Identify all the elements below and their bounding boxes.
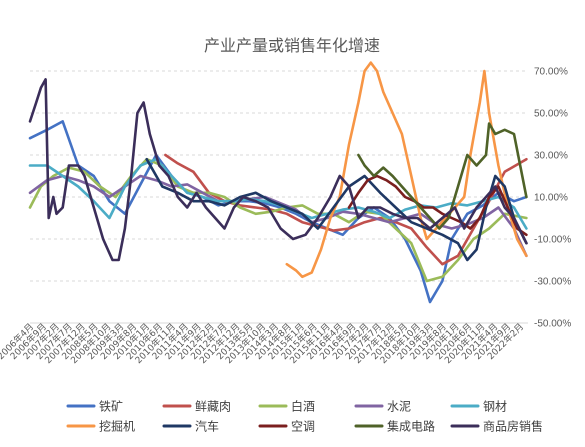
legend-label: 集成电路	[387, 419, 435, 434]
y-tick-label: 50.00%	[534, 109, 568, 120]
y-tick-label: 30.00%	[534, 151, 568, 162]
series-line-5	[285, 61, 528, 279]
series-line-8	[357, 122, 528, 230]
legend-label: 空调	[291, 420, 315, 434]
legend-label: 商品房销售	[483, 419, 543, 434]
series-layer	[28, 61, 528, 304]
legend-label: 挖掘机	[99, 419, 135, 434]
series-line-2	[28, 157, 528, 283]
series-line-0	[28, 120, 528, 304]
legend-label: 白酒	[291, 399, 315, 414]
y-axis-ticks: 70.00% 50.00% 30.00% 10.00% -10.00% -30.00% -5…	[534, 67, 571, 330]
y-tick-label: -50.00%	[534, 319, 571, 330]
y-tick-label: -10.00%	[534, 235, 571, 246]
x-axis-ticks: 2006年4月2006年9月2007年2月2007年7月2007年12月2008…	[0, 321, 526, 367]
y-tick-label: -30.00%	[534, 277, 571, 288]
legend-label: 鲜藏肉	[195, 400, 231, 414]
y-tick-label: 10.00%	[534, 193, 568, 204]
legend-label: 水泥	[387, 400, 411, 414]
legend-label: 钢材	[483, 400, 507, 414]
series-line-6	[145, 157, 528, 262]
legend-label: 铁矿	[99, 400, 123, 414]
series-line-1	[164, 153, 528, 266]
grid-layer	[30, 70, 528, 324]
y-tick-label: 70.00%	[534, 67, 568, 78]
chart-title: 产业产量或销售年化增速	[204, 36, 380, 55]
legend-label: 汽车	[195, 419, 219, 434]
series-line-9	[28, 78, 528, 262]
series-line-3	[28, 174, 528, 258]
